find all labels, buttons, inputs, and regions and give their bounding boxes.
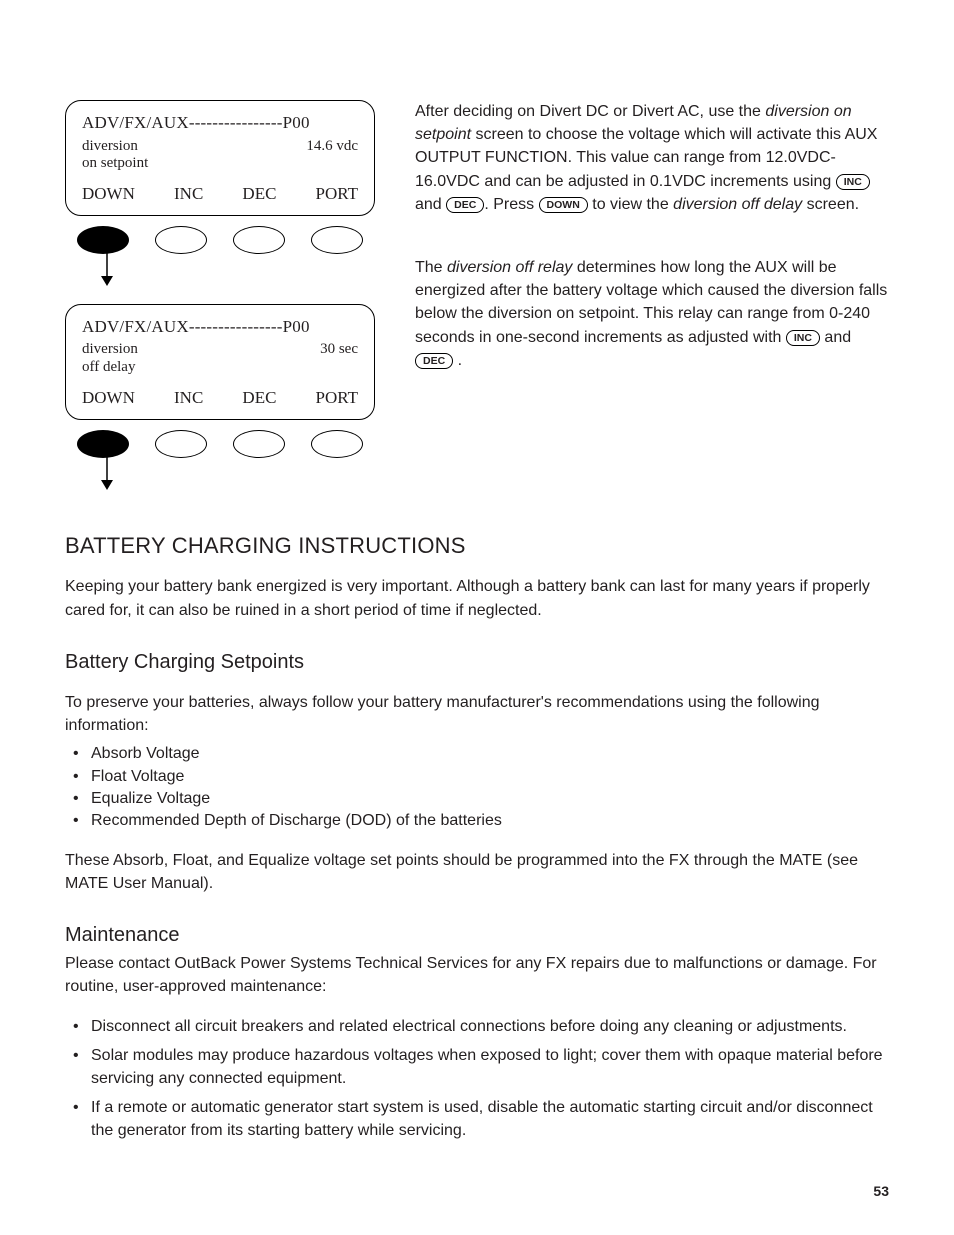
para-preserve: To preserve your batteries, always follo…	[65, 691, 889, 737]
button-row	[65, 216, 375, 254]
dec-pill-icon: DEC	[446, 197, 484, 213]
maintenance-bullet-list: Disconnect all circuit breakers and rela…	[65, 1015, 889, 1143]
port-button-oval[interactable]	[311, 226, 363, 254]
list-item: Solar modules may produce hazardous volt…	[71, 1044, 889, 1090]
dec-button-oval[interactable]	[233, 226, 285, 254]
inc-pill-icon: INC	[786, 330, 820, 346]
para-contact: Please contact OutBack Power Systems Tec…	[65, 952, 889, 998]
heading-battery-charging-instructions: BATTERY CHARGING INSTRUCTIONS	[65, 530, 889, 562]
button-row	[65, 420, 375, 458]
lcd-soft-button: PORT	[316, 182, 358, 207]
page-number: 53	[873, 1181, 889, 1201]
heading-battery-charging-setpoints: Battery Charging Setpoints	[65, 648, 889, 677]
lcd-setpoint-value: 14.6 vdc	[306, 138, 358, 173]
port-button-oval[interactable]	[311, 430, 363, 458]
lcd-screens-column: ADV/FX/AUX----------------P00 diversion …	[65, 100, 375, 490]
para-diversion-on: After deciding on Divert DC or Divert AC…	[415, 100, 889, 216]
lcd-setpoint-label: diversion off delay	[82, 341, 138, 376]
lcd-soft-button: DEC	[242, 182, 276, 207]
para-programmed: These Absorb, Float, and Equalize voltag…	[65, 849, 889, 895]
setpoint-bullet-list: Absorb Voltage Float Voltage Equalize Vo…	[65, 743, 889, 833]
lcd-screen-diversion-on: ADV/FX/AUX----------------P00 diversion …	[65, 100, 375, 286]
lcd-soft-button: DOWN	[82, 182, 135, 207]
inc-pill-icon: INC	[836, 174, 870, 190]
down-button-oval[interactable]	[77, 226, 129, 254]
para-keeping: Keeping your battery bank energized is v…	[65, 575, 889, 621]
lcd-soft-button: INC	[174, 182, 203, 207]
lcd-setpoint-label: diversion on setpoint	[82, 138, 148, 173]
inc-button-oval[interactable]	[155, 226, 207, 254]
lcd-soft-button: INC	[174, 386, 203, 411]
down-button-oval[interactable]	[77, 430, 129, 458]
list-item: Absorb Voltage	[71, 743, 889, 765]
lcd-screen-diversion-off: ADV/FX/AUX----------------P00 diversion …	[65, 304, 375, 490]
list-item: Equalize Voltage	[71, 788, 889, 810]
lcd-header: ADV/FX/AUX----------------P00	[82, 111, 358, 136]
list-item: Disconnect all circuit breakers and rela…	[71, 1015, 889, 1038]
para-diversion-off: The diversion off relay determines how l…	[415, 256, 889, 372]
lcd-header: ADV/FX/AUX----------------P00	[82, 315, 358, 340]
down-arrow-icon	[97, 456, 375, 490]
list-item: Recommended Depth of Discharge (DOD) of …	[71, 810, 889, 832]
dec-pill-icon: DEC	[415, 353, 453, 369]
list-item: Float Voltage	[71, 766, 889, 788]
lcd-soft-button: DOWN	[82, 386, 135, 411]
lcd-soft-button: PORT	[316, 386, 358, 411]
heading-maintenance: Maintenance	[65, 921, 889, 950]
lcd-soft-button: DEC	[242, 386, 276, 411]
down-pill-icon: DOWN	[539, 197, 588, 213]
dec-button-oval[interactable]	[233, 430, 285, 458]
down-arrow-icon	[97, 252, 375, 286]
lcd-setpoint-value: 30 sec	[320, 341, 358, 376]
inc-button-oval[interactable]	[155, 430, 207, 458]
list-item: If a remote or automatic generator start…	[71, 1096, 889, 1142]
